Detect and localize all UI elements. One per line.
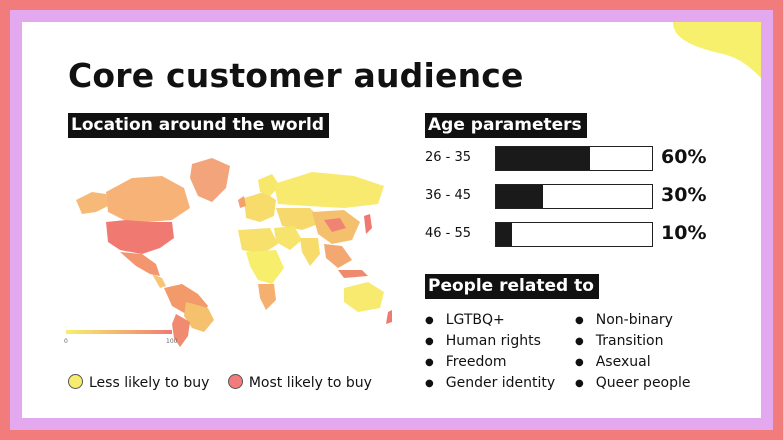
age-range-label: 46 - 55 xyxy=(425,226,472,241)
map-region-south-america-south xyxy=(172,314,190,347)
age-bar-fill xyxy=(496,185,543,208)
map-region-canada xyxy=(106,176,190,222)
age-range-label: 36 - 45 xyxy=(425,188,472,203)
list-item: Freedom xyxy=(425,352,555,373)
legend-item-less-likely: Less likely to buy xyxy=(68,374,209,391)
people-list-right: Non-binary Transition Asexual Queer peop… xyxy=(575,310,691,394)
map-region-middle-east xyxy=(274,226,302,250)
age-heading: Age parameters xyxy=(425,113,587,138)
people-heading: People related to xyxy=(425,274,599,299)
map-region-southeast-asia xyxy=(324,244,352,268)
map-region-central-africa xyxy=(246,250,284,284)
legend-item-most-likely: Most likely to buy xyxy=(227,374,372,391)
map-region-mexico xyxy=(120,252,160,276)
legend-dot-most-likely xyxy=(227,374,243,389)
map-region-japan xyxy=(364,214,372,234)
list-item: Queer people xyxy=(575,373,691,394)
age-range-label: 26 - 35 xyxy=(425,150,472,165)
corner-blob-decoration xyxy=(673,22,761,78)
location-heading: Location around the world xyxy=(68,113,329,138)
people-list-left: LGTBQ+ Human rights Freedom Gender ident… xyxy=(425,310,555,394)
age-bar-track xyxy=(495,222,653,247)
map-legend: Less likely to buy Most likely to buy xyxy=(68,374,386,391)
slide-card: Core customer audience Location around t… xyxy=(22,22,761,418)
age-percent: 10% xyxy=(661,222,707,244)
legend-label-most-likely: Most likely to buy xyxy=(248,375,372,391)
map-region-scandinavia xyxy=(258,174,280,196)
map-region-southern-africa xyxy=(258,284,276,310)
map-region-uk xyxy=(238,196,246,208)
legend-label-less-likely: Less likely to buy xyxy=(89,375,210,391)
legend-dot-less-likely xyxy=(68,374,83,389)
color-scale-max: 100 xyxy=(166,338,178,345)
list-item: LGTBQ+ xyxy=(425,310,555,331)
map-region-india xyxy=(300,238,320,266)
list-item: Gender identity xyxy=(425,373,555,394)
map-region-new-zealand xyxy=(386,310,392,324)
map-region-central-asia xyxy=(276,208,324,230)
map-region-usa xyxy=(106,220,174,254)
list-item: Human rights xyxy=(425,331,555,352)
page-title: Core customer audience xyxy=(68,56,524,95)
age-bar-fill xyxy=(496,147,590,170)
age-percent: 30% xyxy=(661,184,707,206)
age-bar-fill xyxy=(496,223,512,246)
list-item: Transition xyxy=(575,331,691,352)
map-region-china-hotspot xyxy=(324,218,346,232)
map-region-north-africa xyxy=(238,228,278,254)
age-bar-track xyxy=(495,184,653,209)
map-region-brazil xyxy=(184,302,214,332)
map-region-central-america xyxy=(152,274,166,288)
age-bar-track xyxy=(495,146,653,171)
map-region-greenland xyxy=(190,158,230,202)
map-region-russia xyxy=(274,172,384,208)
color-scale-bar xyxy=(66,330,172,334)
age-percent: 60% xyxy=(661,146,707,168)
map-region-alaska xyxy=(76,192,108,214)
world-heat-map: 0 100 xyxy=(64,158,392,347)
map-region-australia xyxy=(344,282,384,312)
map-region-indonesia xyxy=(338,270,368,278)
map-region-europe xyxy=(244,192,276,222)
list-item: Asexual xyxy=(575,352,691,373)
list-item: Non-binary xyxy=(575,310,691,331)
color-scale-min: 0 xyxy=(64,338,68,345)
